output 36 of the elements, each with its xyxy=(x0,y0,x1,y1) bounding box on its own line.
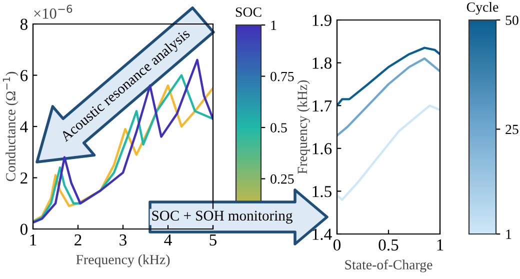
y-tick-label: 1.4 xyxy=(312,228,332,240)
x-tick-label: 1 xyxy=(437,239,444,250)
y-tick-label: 1.7 xyxy=(312,100,332,112)
y-tick-label: 4 xyxy=(20,121,28,132)
color-bar-label: 0.5 xyxy=(270,123,287,133)
y-tick-label: 1.8 xyxy=(312,58,332,69)
x-axis-title: Frequency (kHz) xyxy=(76,254,170,268)
x-tick-label: 2 xyxy=(74,234,82,246)
annotation: SOC + SOH monitoring xyxy=(152,210,292,224)
color-bar-label: 0.75 xyxy=(270,72,294,82)
y-tick-label: 1.5 xyxy=(312,186,332,198)
x-tick-label: 5 xyxy=(210,234,217,246)
x-tick-label: 0.5 xyxy=(378,239,398,251)
color-bar-title: SOC xyxy=(236,7,262,17)
color-bar-label: 1 xyxy=(271,20,276,30)
y-tick-label: 1.6 xyxy=(312,143,332,154)
y-tick-label: 0 xyxy=(20,224,28,235)
x-axis-title: State-of-Charge xyxy=(345,260,432,272)
text: ×10$^{−6}$ xyxy=(34,4,72,19)
color-bar-label: 50 xyxy=(506,16,518,25)
y-axis-title: Conductance (Ω$^{−1}$) xyxy=(2,72,18,182)
x-tick-label: 0 xyxy=(333,239,341,251)
y-tick-label: 2 xyxy=(20,172,28,184)
x-tick-label: 4 xyxy=(164,234,172,246)
x-tick-label: 1 xyxy=(30,234,36,246)
y-tick-label: 6 xyxy=(20,70,28,82)
x-tick-label: 3 xyxy=(120,234,127,246)
color-bar-label: 25 xyxy=(506,124,518,134)
line-series xyxy=(337,46,440,107)
y-axis-title: Frequency (kHz) xyxy=(297,80,310,174)
line-series xyxy=(337,57,440,137)
y-tick-label: 8 xyxy=(20,18,28,30)
y-tick-label: 1.9 xyxy=(312,14,332,26)
line-series xyxy=(337,104,440,201)
color-bar-label: 0.25 xyxy=(270,174,294,184)
color-bar-title: Cycle xyxy=(466,2,498,15)
